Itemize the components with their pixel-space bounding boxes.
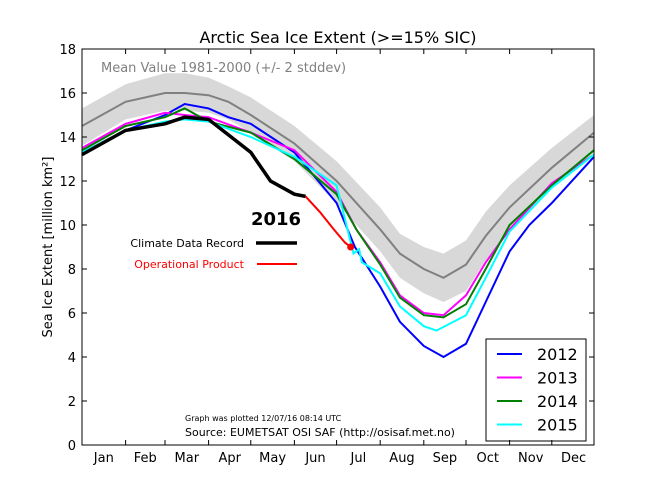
x-tick-label: Feb xyxy=(134,451,157,466)
x-tick-label: Jul xyxy=(350,451,367,466)
x-tick-label: May xyxy=(259,451,286,466)
x-tick-label: Jan xyxy=(93,451,114,466)
cdr-legend-label: Climate Data Record xyxy=(130,237,244,250)
x-tick-label: Nov xyxy=(518,451,544,466)
op-legend-label: Operational Product xyxy=(134,258,244,271)
year-2016-label: 2016 xyxy=(251,209,301,230)
y-tick-label: 0 xyxy=(68,439,76,454)
series-line-2016-operational xyxy=(304,195,352,248)
y-tick-label: 2 xyxy=(68,395,76,410)
footnote-source: Source: EUMETSAT OSI SAF (http://osisaf.… xyxy=(185,426,455,439)
y-tick-label: 6 xyxy=(68,307,76,322)
legend-label-2015: 2015 xyxy=(537,416,578,435)
mean-label: Mean Value 1981-2000 (+/- 2 stddev) xyxy=(101,61,346,76)
x-tick-label: Aug xyxy=(389,451,414,466)
footnote-plotted: Graph was plotted 12/07/16 08:14 UTC xyxy=(185,414,342,423)
y-tick-label: 10 xyxy=(59,219,76,234)
plot-frame xyxy=(81,48,595,446)
x-tick-label: Oct xyxy=(477,451,499,466)
series-line-2014 xyxy=(81,107,595,319)
x-tick-label: Mar xyxy=(175,451,200,466)
y-axis-label: Sea Ice Extent [million km²] xyxy=(41,157,56,338)
y-tick-label: 4 xyxy=(68,351,76,366)
legend: 2012 2013 2014 2015 xyxy=(485,338,587,442)
legend-label-2012: 2012 xyxy=(537,345,578,364)
latest-value-marker xyxy=(347,243,355,251)
y-tick-label: 12 xyxy=(59,175,76,190)
x-tick-label: Sep xyxy=(433,451,458,466)
y-tick-label: 14 xyxy=(59,131,76,146)
series-line-2015 xyxy=(81,118,595,332)
x-tick-label: Apr xyxy=(218,451,241,466)
chart-title: Arctic Sea Ice Extent (>=15% SIC) xyxy=(199,28,476,47)
y-tick-label: 8 xyxy=(68,263,76,278)
series-line-2012 xyxy=(81,102,595,359)
legend-label-2013: 2013 xyxy=(537,369,578,388)
y-tick-label: 18 xyxy=(59,43,76,58)
y-tick-label: 16 xyxy=(59,87,76,102)
legend-label-2014: 2014 xyxy=(537,392,578,411)
series-line-2016-cdr xyxy=(81,115,306,199)
x-tick-label: Jun xyxy=(304,451,325,466)
x-tick-label: Dec xyxy=(561,451,586,466)
mean-line xyxy=(81,92,595,279)
